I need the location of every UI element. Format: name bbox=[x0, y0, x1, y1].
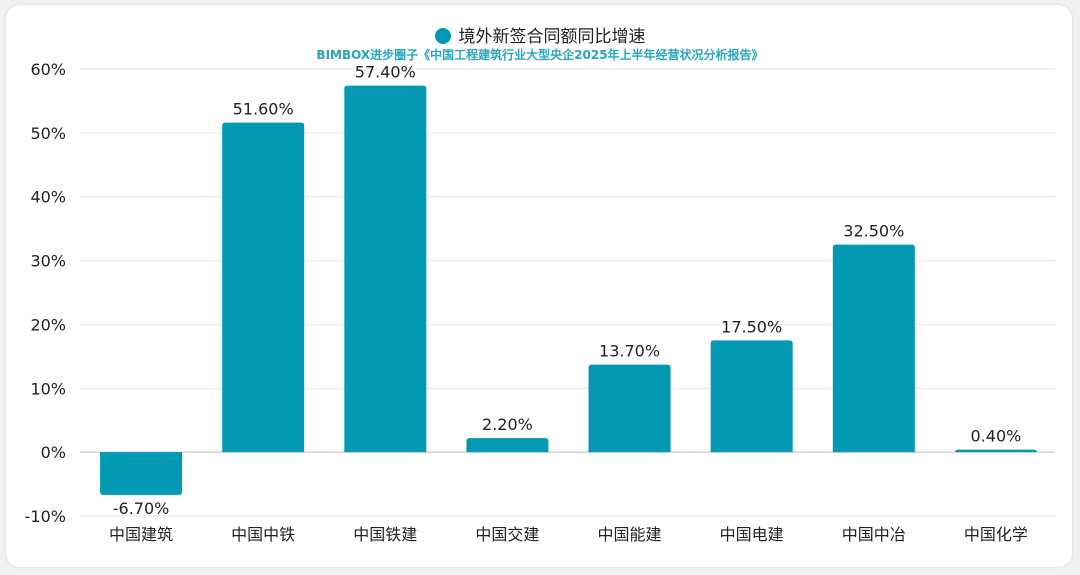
x-tick-label: 中国能建 bbox=[598, 525, 662, 544]
x-tick-label: 中国交建 bbox=[475, 525, 539, 544]
x-tick-label: 中国电建 bbox=[720, 525, 784, 544]
x-tick-label: 中国化学 bbox=[964, 525, 1028, 544]
legend-label: 境外新签合同额同比增速 bbox=[458, 27, 646, 47]
y-tick-label: 10% bbox=[30, 379, 66, 398]
bar bbox=[588, 364, 671, 453]
data-label: 13.70% bbox=[599, 342, 660, 361]
legend-marker bbox=[434, 28, 451, 44]
x-tick-label: 中国中冶 bbox=[842, 525, 906, 544]
data-label: 0.40% bbox=[971, 427, 1022, 446]
legend: 境外新签合同额同比增速 bbox=[0, 22, 1080, 47]
data-label: 2.20% bbox=[482, 415, 533, 434]
x-tick-label: 中国建筑 bbox=[109, 525, 173, 544]
y-tick-label: 0% bbox=[41, 443, 66, 462]
y-tick-label: -10% bbox=[25, 507, 66, 526]
chart-subtitle: BIMBOX进步圈子《中国工程建筑行业大型央企2025年上半年经营状况分析报告》 bbox=[316, 48, 764, 62]
bar bbox=[344, 85, 427, 453]
y-tick-label: 50% bbox=[30, 124, 66, 143]
y-tick-label: 30% bbox=[30, 252, 66, 271]
data-label: 32.50% bbox=[843, 222, 904, 241]
bar bbox=[100, 452, 183, 495]
bar bbox=[832, 244, 915, 453]
y-tick-label: 20% bbox=[30, 315, 66, 334]
bar bbox=[222, 122, 305, 453]
bar bbox=[466, 438, 549, 453]
x-tick-label: 中国铁建 bbox=[353, 525, 417, 544]
bar bbox=[954, 449, 1037, 453]
bar bbox=[710, 340, 793, 453]
y-tick-label: 60% bbox=[30, 60, 66, 79]
x-tick-label: 中国中铁 bbox=[231, 525, 295, 544]
data-label: -6.70% bbox=[113, 499, 170, 518]
data-label: 57.40% bbox=[355, 63, 416, 82]
data-label: 17.50% bbox=[721, 317, 782, 336]
data-label: 51.60% bbox=[233, 100, 294, 119]
y-tick-label: 40% bbox=[30, 188, 66, 207]
